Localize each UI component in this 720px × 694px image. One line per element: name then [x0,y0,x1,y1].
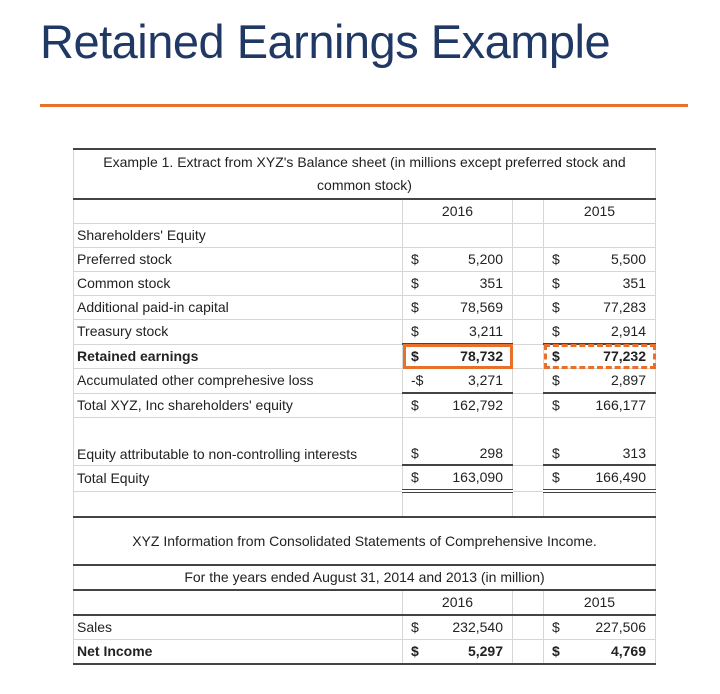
currency-sign: $ [411,397,419,413]
currency-sign: $ [552,619,560,635]
currency-sign: $ [552,643,560,659]
amount: 5,500 [610,251,646,267]
currency-sign: $ [411,323,419,339]
year-header: 2016 [402,198,513,224]
year-header: 2015 [543,198,656,224]
row-label: Retained earnings [73,343,403,369]
currency-sign: $ [552,299,560,315]
year-header: 2015 [543,589,656,616]
amount: 162,792 [452,397,503,413]
row-label: Additional paid-in capital [73,295,403,320]
currency-sign: $ [552,348,560,364]
table-row: Retained earnings $78,732 $77,232 [73,343,656,369]
table-row: Accumulated other comprehesive loss -$ 3,2… [73,368,656,394]
title-underline [40,104,688,107]
table-row: Total XYZ, Inc shareholders' equity $162,… [73,392,656,418]
amount: 2,897 [610,372,646,388]
amount: 166,490 [595,469,646,485]
currency-sign: -$ [411,372,424,388]
currency-sign: $ [552,397,560,413]
row-label: Accumulated other comprehesive loss [73,368,403,394]
amount: 232,540 [452,619,503,635]
amount: 3,211 [469,323,503,339]
year-header: 2016 [402,589,513,616]
table-row: Preferred stock $5,200 $5,500 [73,247,656,272]
row-label: Treasury stock [73,319,403,345]
currency-sign: $ [552,445,560,461]
row-label: Total Equity [73,464,403,492]
amount: 351 [622,275,646,291]
amount: 166,177 [595,397,646,413]
row-label: Common stock [73,271,403,296]
row-label: Net Income [73,639,403,665]
table-row: Net Income $5,297 $4,769 [73,639,656,665]
amount: 5,297 [467,643,503,659]
income-subcaption: For the years ended August 31, 2014 and … [73,564,656,591]
amount: 4,769 [610,643,646,659]
amount: 298 [479,445,503,461]
balance-sheet-table: Example 1. Extract from XYZ's Balance sh… [73,148,656,665]
row-label: Sales [73,614,403,640]
table-row: Sales $232,540 $227,506 [73,614,656,640]
amount: 77,232 [603,348,646,364]
amount: 77,283 [603,299,646,315]
amount: 227,506 [595,619,646,635]
row-label: Total XYZ, Inc shareholders' equity [73,392,403,418]
currency-sign: $ [411,275,419,291]
income-caption: XYZ Information from Consolidated Statem… [73,516,656,566]
currency-sign: $ [411,348,419,364]
amount: 78,732 [460,348,503,364]
row-label: Equity attributable to non-controlling i… [73,417,403,466]
amount: 3,271 [467,372,503,388]
amount: 163,090 [452,469,503,485]
page-title: Retained Earnings Example [40,15,611,68]
amount: 2,914 [610,323,646,339]
table-row: Common stock $351 $351 [73,271,656,296]
currency-sign: $ [411,251,419,267]
currency-sign: $ [411,643,419,659]
table-row: Equity attributable to non-controlling i… [73,417,656,466]
currency-sign: $ [552,275,560,291]
amount: 313 [622,445,646,461]
table-row: Additional paid-in capital $78,569 $77,283 [73,295,656,320]
table-row: Total Equity $163,090 $166,490 [73,464,656,493]
table-row: Treasury stock $3,211 $2,914 [73,319,656,345]
row-label: Preferred stock [73,247,403,272]
amount: 78,569 [460,299,503,315]
section-label: Shareholders' Equity [73,223,403,248]
currency-sign: $ [552,323,560,339]
balance-sheet-caption: Example 1. Extract from XYZ's Balance sh… [73,148,656,200]
currency-sign: $ [411,299,419,315]
amount: 351 [479,275,503,291]
currency-sign: $ [411,619,419,635]
currency-sign: $ [411,445,419,461]
currency-sign: $ [552,469,560,485]
currency-sign: $ [411,469,419,485]
currency-sign: $ [552,372,560,388]
amount: 5,200 [467,251,503,267]
currency-sign: $ [552,251,560,267]
